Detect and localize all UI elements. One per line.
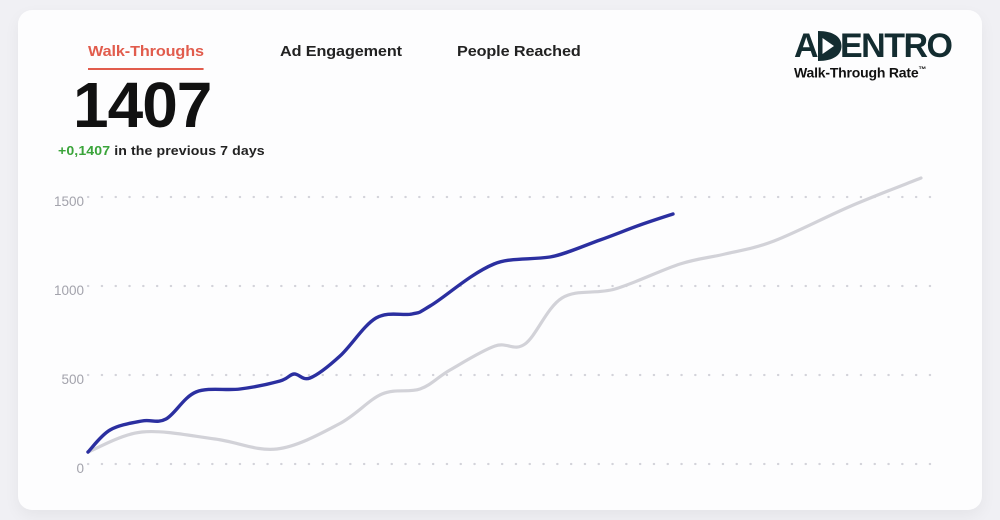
svg-text:0: 0	[76, 461, 84, 476]
svg-text:1000: 1000	[54, 283, 84, 298]
svg-text:500: 500	[61, 372, 84, 387]
svg-text:1500: 1500	[54, 194, 84, 209]
